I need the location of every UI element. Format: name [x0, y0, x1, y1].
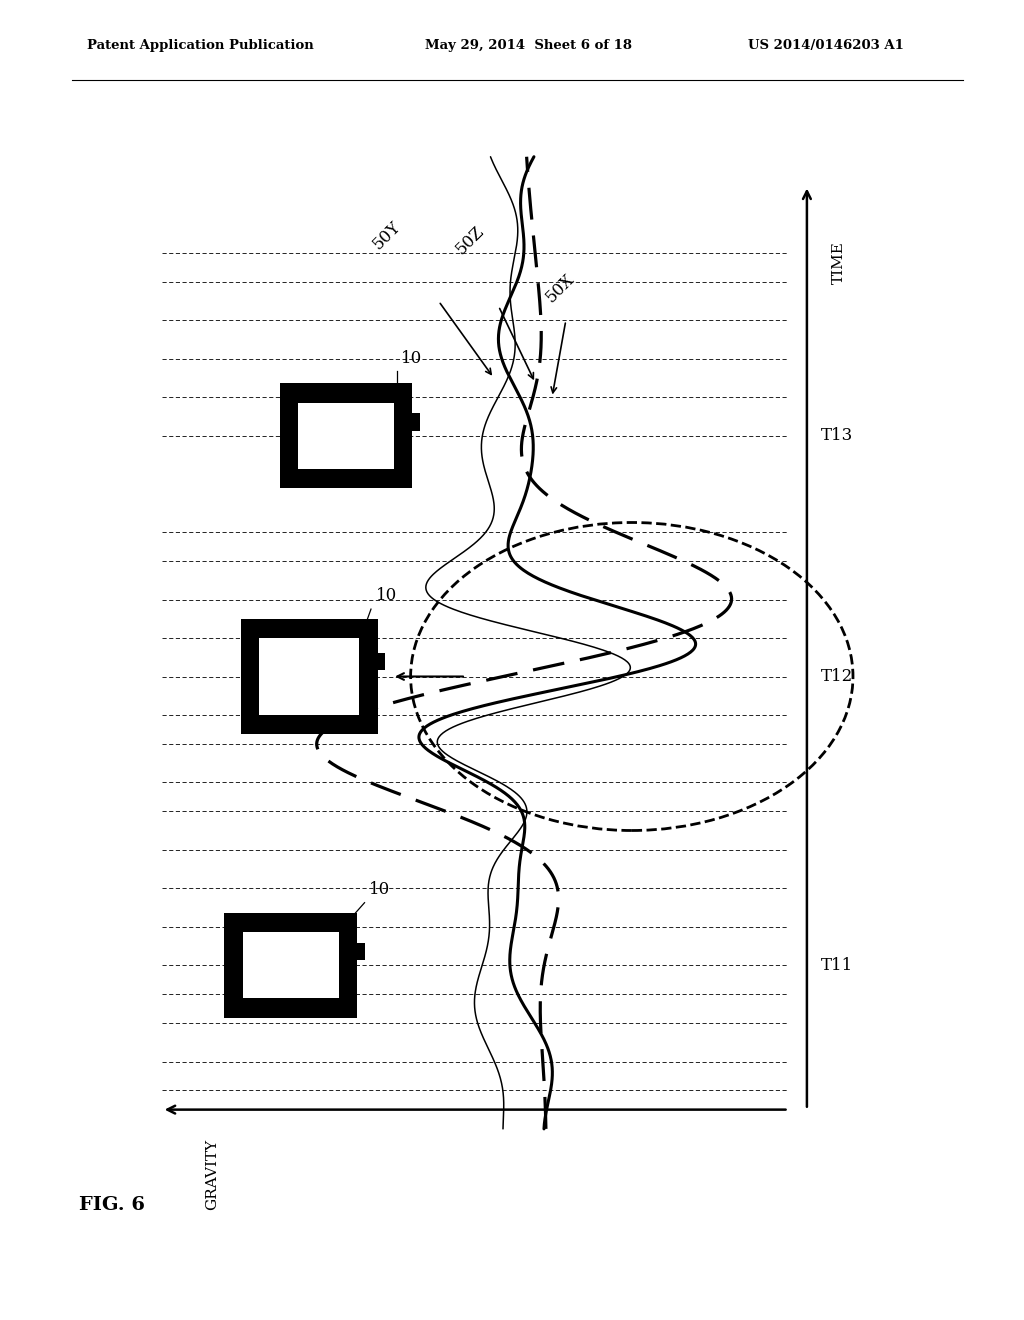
Bar: [247, 626, 372, 727]
Text: T11: T11: [821, 957, 853, 974]
Text: T13: T13: [821, 428, 853, 445]
Bar: [287, 391, 407, 482]
Bar: [241, 619, 378, 734]
Text: 50Y: 50Y: [370, 218, 404, 253]
Bar: [413, 413, 420, 430]
Bar: [280, 383, 413, 488]
Bar: [243, 932, 339, 998]
Text: 10: 10: [370, 880, 390, 898]
Text: T12: T12: [821, 668, 853, 685]
Text: May 29, 2014  Sheet 6 of 18: May 29, 2014 Sheet 6 of 18: [425, 40, 632, 53]
Text: GRAVITY: GRAVITY: [206, 1138, 219, 1209]
Text: 10: 10: [401, 350, 423, 367]
Bar: [231, 920, 350, 1011]
Text: 10: 10: [376, 587, 397, 605]
Bar: [357, 942, 365, 960]
Text: TIME: TIME: [833, 242, 846, 284]
Text: 50X: 50X: [543, 271, 579, 306]
Text: FIG. 6: FIG. 6: [79, 1196, 144, 1214]
Bar: [378, 652, 385, 671]
Text: 50Z: 50Z: [453, 223, 487, 257]
Bar: [259, 639, 359, 714]
Text: Patent Application Publication: Patent Application Publication: [87, 40, 313, 53]
Bar: [298, 403, 394, 469]
Bar: [224, 913, 357, 1018]
Text: US 2014/0146203 A1: US 2014/0146203 A1: [748, 40, 903, 53]
